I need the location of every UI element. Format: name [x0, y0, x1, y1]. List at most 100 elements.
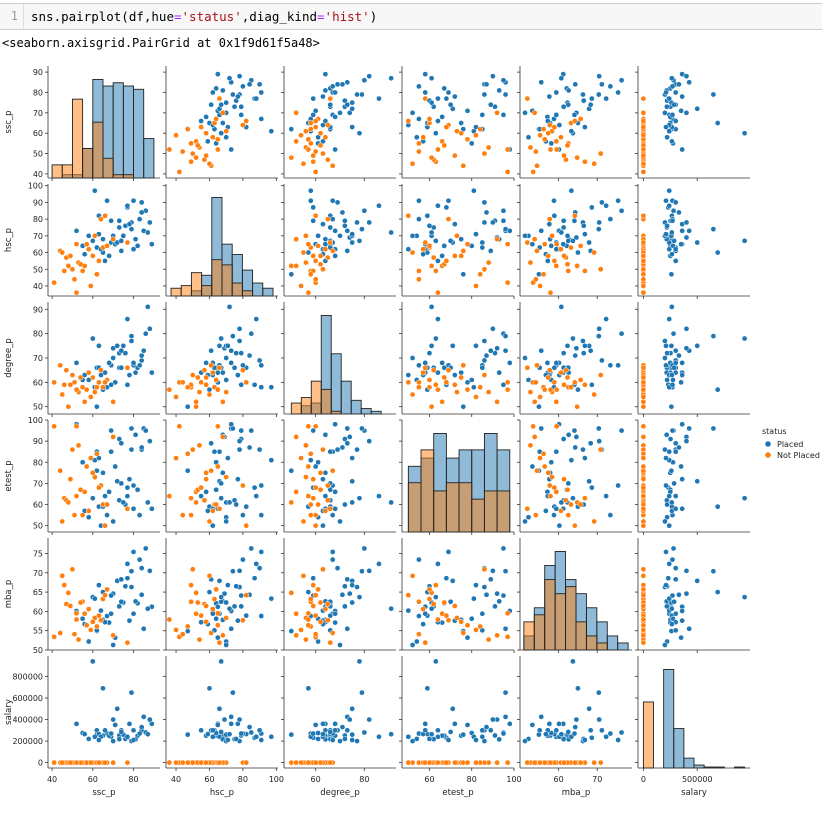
scatter-point [51, 423, 57, 430]
scatter-point [640, 627, 647, 633]
scatter-point [666, 246, 673, 253]
scatter-point [678, 634, 684, 641]
scatter-point [354, 446, 360, 453]
scatter-point [94, 384, 100, 391]
scatter-point [216, 705, 223, 712]
scatter-point [110, 398, 117, 405]
scatter-point [405, 372, 412, 378]
scatter-point [344, 101, 351, 108]
scatter-point [430, 254, 437, 261]
scatter-point [460, 162, 467, 169]
scatter-point [640, 566, 647, 573]
scatter-point [663, 431, 670, 438]
scatter-point [332, 619, 338, 626]
scatter-point [686, 79, 693, 86]
scatter-point [473, 582, 479, 588]
scatter-point [694, 478, 701, 485]
scatter-point [359, 226, 365, 232]
scatter-point [134, 243, 141, 249]
scatter-point [218, 495, 225, 502]
scatter-point [317, 261, 324, 268]
scatter-point [243, 118, 250, 124]
scatter-point [565, 729, 572, 735]
scatter-point [104, 243, 110, 249]
scatter-point [298, 132, 304, 139]
scatter-point [219, 469, 226, 476]
scatter-point [669, 83, 676, 90]
scatter-point [565, 268, 572, 274]
hist-bar-not-placed [190, 272, 203, 297]
scatter-point [683, 219, 690, 226]
scatter-point [405, 733, 412, 740]
y-tick-label: 100 [28, 416, 43, 425]
scatter-point [416, 268, 422, 274]
scatter-point [596, 219, 603, 226]
scatter-point [481, 372, 488, 378]
scatter-point [251, 484, 258, 491]
scatter-point [184, 623, 191, 630]
scatter-point [595, 689, 602, 696]
scatter-point [73, 360, 80, 366]
scatter-point [73, 720, 80, 727]
scatter-point [663, 197, 669, 204]
scatter-point [435, 369, 441, 376]
scatter-point [376, 95, 382, 102]
scatter-point [460, 271, 467, 278]
scatter-point [426, 116, 433, 122]
panel-salary-vs-mba_p [517, 656, 632, 771]
scatter-point [334, 199, 341, 206]
scatter-point [342, 222, 348, 229]
scatter-point [563, 497, 569, 504]
hist-bar-not-placed [445, 482, 460, 533]
scatter-point [214, 146, 221, 153]
scatter-point [223, 642, 230, 648]
scatter-point [258, 89, 265, 96]
scatter-point [312, 612, 319, 619]
scatter-point [563, 367, 569, 374]
scatter-point [228, 347, 235, 354]
panel-etest_p-vs-salary [635, 419, 750, 535]
hist-bar-not-placed [82, 147, 94, 179]
scatter-point [591, 160, 598, 167]
scatter-point [208, 467, 214, 474]
scatter-point [522, 232, 528, 239]
scatter-point [312, 212, 319, 219]
scatter-point [126, 372, 133, 378]
scatter-point [445, 89, 452, 96]
scatter-point [451, 381, 458, 388]
scatter-point [349, 239, 356, 246]
scatter-point [126, 617, 133, 624]
scatter-point [494, 590, 500, 597]
scatter-point [527, 389, 534, 395]
scatter-point [527, 144, 534, 151]
y-tick-label: 800000 [12, 672, 43, 681]
scatter-point [546, 482, 553, 489]
code-token: ,diag_kind [241, 9, 318, 24]
code-cell[interactable]: 1 sns.pairplot(df,hue='status',diag_kind… [0, 3, 822, 30]
scatter-point [57, 630, 64, 636]
scatter-point [640, 386, 647, 393]
scatter-point [344, 227, 351, 234]
scatter-point [208, 101, 214, 108]
scatter-point [223, 377, 230, 383]
scatter-point [91, 389, 98, 395]
scatter-point [432, 658, 439, 665]
scatter-point [96, 342, 102, 349]
scatter-point [203, 603, 209, 609]
scatter-point [545, 253, 552, 259]
scatter-point [349, 582, 356, 588]
code-input[interactable]: sns.pairplot(df,hue='status',diag_kind='… [31, 4, 377, 29]
scatter-point [560, 217, 567, 224]
scatter-point [256, 727, 263, 734]
scatter-point [388, 499, 394, 506]
scatter-point [108, 427, 114, 434]
scatter-point [203, 488, 209, 495]
scatter-point [315, 736, 321, 742]
scatter-point [320, 566, 326, 573]
scatter-point [130, 737, 137, 743]
scatter-point [236, 567, 243, 574]
scatter-point [342, 436, 348, 442]
scatter-point [303, 636, 309, 643]
scatter-point [359, 568, 365, 575]
scatter-point [473, 394, 479, 400]
